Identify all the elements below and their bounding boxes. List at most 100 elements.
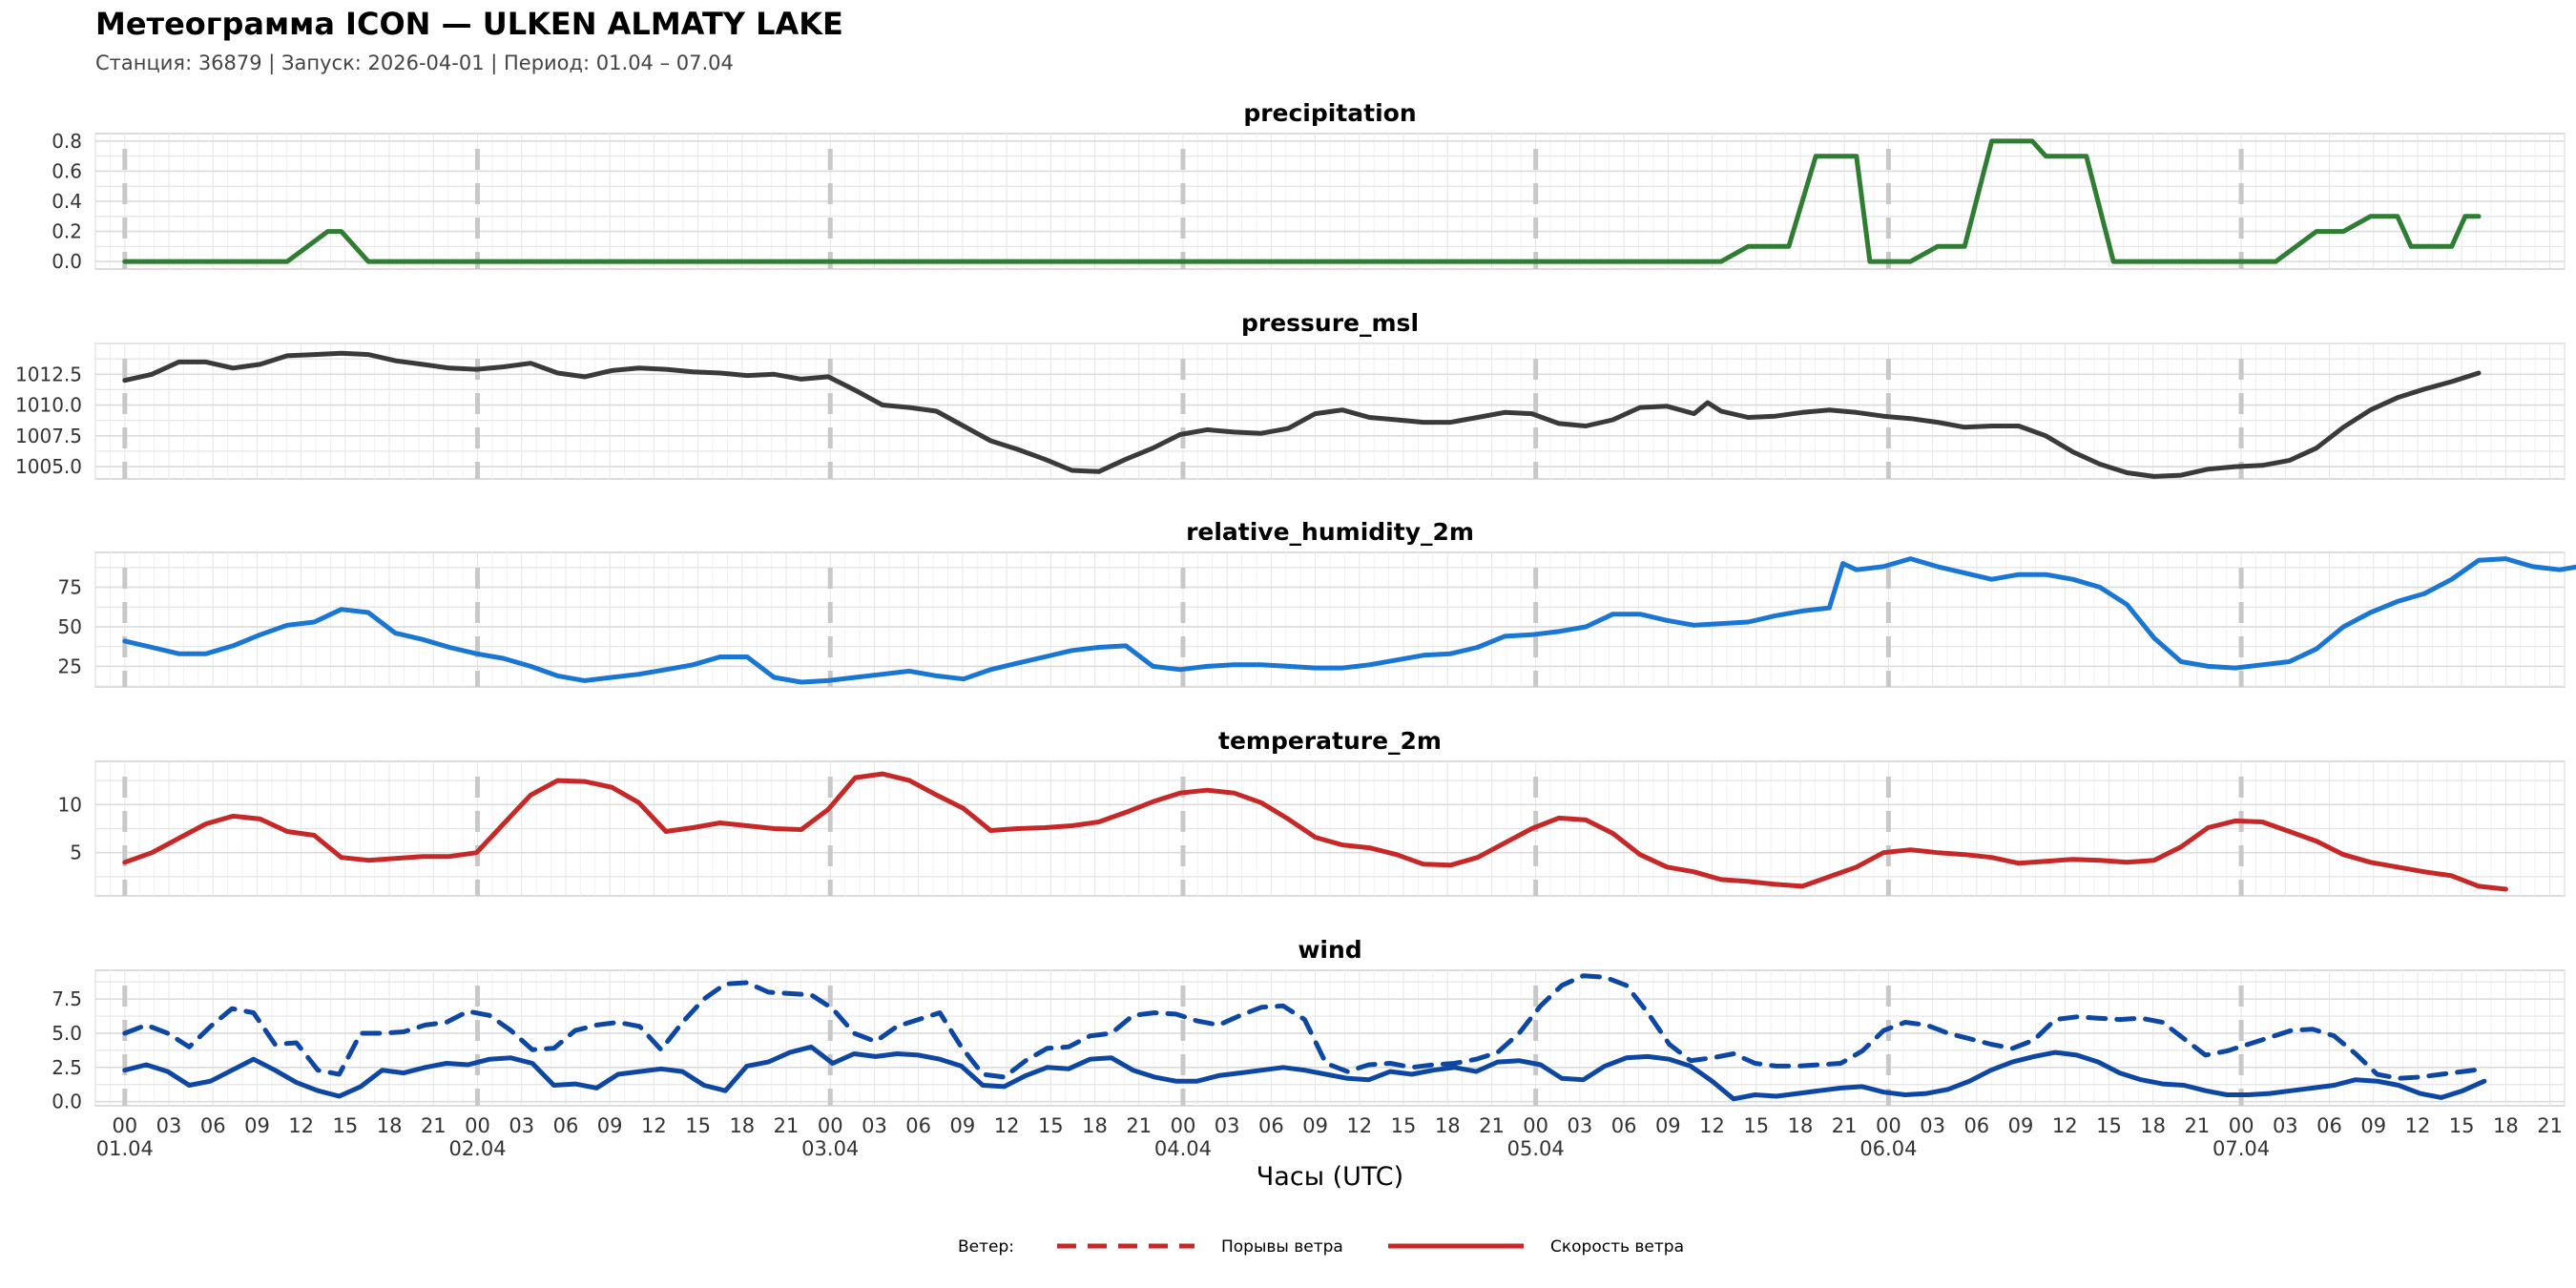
x-tick-hour: 21: [2185, 1114, 2211, 1137]
chart-panel-pressure-msl: 1005.0 1007.5 1010.0 1012.5 pressure_msl: [15, 309, 2566, 480]
x-tick-day: 07.04: [2212, 1137, 2270, 1160]
x-tick-hour: 03: [156, 1114, 182, 1137]
x-tick-hour: 03: [509, 1114, 534, 1137]
series-line-relative-humidity-2m: [122, 556, 2576, 685]
panel-title: precipitation: [1243, 99, 1416, 127]
x-tick-hour: 06: [2316, 1114, 2342, 1137]
x-tick-hour: 03: [1215, 1114, 1240, 1137]
x-tick-hour: 09: [597, 1114, 623, 1137]
x-tick-hour: 18: [1435, 1114, 1461, 1137]
x-tick-hour: 00: [1171, 1114, 1196, 1137]
series-line-precipitation: [122, 138, 2482, 264]
x-tick-hour: 06: [553, 1114, 579, 1137]
y-tick-label: 1012.5: [15, 363, 82, 385]
chart-panel-precipitation: 0.0 0.2 0.4 0.6 0.8 precipitation: [52, 99, 2566, 273]
y-tick-label: 50: [58, 615, 82, 638]
x-tick-day: 02.04: [448, 1137, 506, 1160]
x-tick-hour: 00: [818, 1114, 843, 1137]
y-tick-label: 0.0: [52, 250, 82, 273]
x-tick-hour: 18: [2493, 1114, 2519, 1137]
y-tick-label: 0.8: [52, 130, 82, 153]
x-tick-hour: 09: [950, 1114, 976, 1137]
x-tick-hour: 03: [862, 1114, 887, 1137]
chart-panel-temperature-2m: 5 10 temperature_2m: [58, 727, 2566, 897]
x-tick-hour: 12: [1346, 1114, 1372, 1137]
y-tick-label: 10: [58, 793, 82, 816]
legend-speed-label: Скорость ветра: [1550, 1237, 1684, 1257]
x-tick-hour: 09: [2360, 1114, 2386, 1137]
x-axis-title: Часы (UTC): [1257, 1162, 1403, 1192]
x-tick-hour: 00: [112, 1114, 137, 1137]
x-tick-hour: 09: [244, 1114, 270, 1137]
y-tick-label: 1005.0: [15, 455, 82, 478]
panel-title: wind: [1298, 936, 1361, 964]
x-tick-hour: 06: [1611, 1114, 1637, 1137]
y-tick-label: 7.5: [52, 987, 82, 1010]
y-tick-label: 1010.0: [15, 394, 82, 417]
x-tick-hour: 15: [1743, 1114, 1769, 1137]
page-title: Метеограмма ICON — ULKEN ALMATY LAKE: [95, 6, 843, 42]
y-tick-label: 25: [58, 654, 82, 677]
x-tick-hour: 15: [2449, 1114, 2475, 1137]
x-tick-hour: 03: [1920, 1114, 1945, 1137]
x-tick-hour: 12: [1699, 1114, 1725, 1137]
x-tick-hour: 15: [1391, 1114, 1417, 1137]
x-tick-day: 01.04: [96, 1137, 154, 1160]
x-tick-hour: 18: [377, 1114, 403, 1137]
x-tick-hour: 00: [1523, 1114, 1548, 1137]
x-tick-hour: 09: [1655, 1114, 1681, 1137]
x-tick-day: 06.04: [1859, 1137, 1917, 1160]
y-tick-label: 0.2: [52, 220, 82, 243]
x-tick-hour: 21: [1832, 1114, 1858, 1137]
legend: Ветер: Порывы ветра Скорость ветра: [958, 1237, 1684, 1257]
x-tick-hour: 06: [200, 1114, 226, 1137]
y-tick-label: 2.5: [52, 1056, 82, 1079]
x-tick-hour: 18: [2140, 1114, 2166, 1137]
y-tick-label: 0.4: [52, 190, 82, 213]
series-line-dashed: [122, 973, 2487, 1081]
x-tick-hour: 06: [1963, 1114, 1989, 1137]
x-tick-hour: 12: [2052, 1114, 2078, 1137]
legend-title: Ветер:: [958, 1237, 1014, 1257]
panel-title: relative_humidity_2m: [1186, 518, 1474, 546]
x-tick-hour: 18: [729, 1114, 755, 1137]
x-tick-hour: 12: [2405, 1114, 2431, 1137]
x-tick-hour: 00: [465, 1114, 490, 1137]
y-tick-label: 5.0: [52, 1022, 82, 1045]
x-tick-hour: 12: [288, 1114, 314, 1137]
x-tick-hour: 00: [1876, 1114, 1901, 1137]
panel-title: pressure_msl: [1241, 309, 1419, 337]
x-tick-hour: 00: [2229, 1114, 2254, 1137]
x-tick-hour: 09: [2008, 1114, 2034, 1137]
x-tick-hour: 21: [421, 1114, 447, 1137]
y-tick-label: 75: [58, 575, 82, 598]
y-tick-label: 1007.5: [15, 425, 82, 447]
x-tick-hour: 15: [2096, 1114, 2122, 1137]
series-line-temperature-2m: [122, 771, 2508, 892]
x-tick-hour: 18: [1082, 1114, 1108, 1137]
panel-title: temperature_2m: [1218, 727, 1442, 755]
x-tick-hour: 12: [641, 1114, 667, 1137]
y-tick-label: 0.0: [52, 1091, 82, 1113]
chart-panel-wind: 0.0 2.5 5.0 7.5 wind: [52, 936, 2566, 1113]
series-line-pressure-msl: [122, 350, 2482, 479]
x-tick-hour: 21: [774, 1114, 800, 1137]
x-tick-hour: 06: [1258, 1114, 1284, 1137]
x-tick-hour: 21: [2537, 1114, 2563, 1137]
x-tick-hour: 15: [685, 1114, 711, 1137]
x-tick-day: 05.04: [1507, 1137, 1565, 1160]
page-subtitle: Станция: 36879 | Запуск: 2026-04-01 | Пе…: [95, 52, 734, 74]
series-line-solid: [122, 1044, 2487, 1102]
x-tick-day: 04.04: [1154, 1137, 1212, 1160]
x-tick-hour: 21: [1479, 1114, 1505, 1137]
x-tick-hour: 09: [1302, 1114, 1328, 1137]
x-tick-hour: 03: [2273, 1114, 2298, 1137]
x-tick-hour: 15: [1038, 1114, 1064, 1137]
x-axis: 00 03 06 09 12 15 18 21 00 03 06 09 12 15 18 21 00 03 06 09…: [96, 1114, 2563, 1192]
x-tick-hour: 06: [905, 1114, 931, 1137]
x-tick-hour: 18: [1788, 1114, 1814, 1137]
x-tick-day: 03.04: [801, 1137, 859, 1160]
y-tick-label: 5: [70, 841, 82, 864]
chart-panel-relative-humidity-2m: 25 50 75 relative_humidity_2m: [58, 518, 2576, 688]
